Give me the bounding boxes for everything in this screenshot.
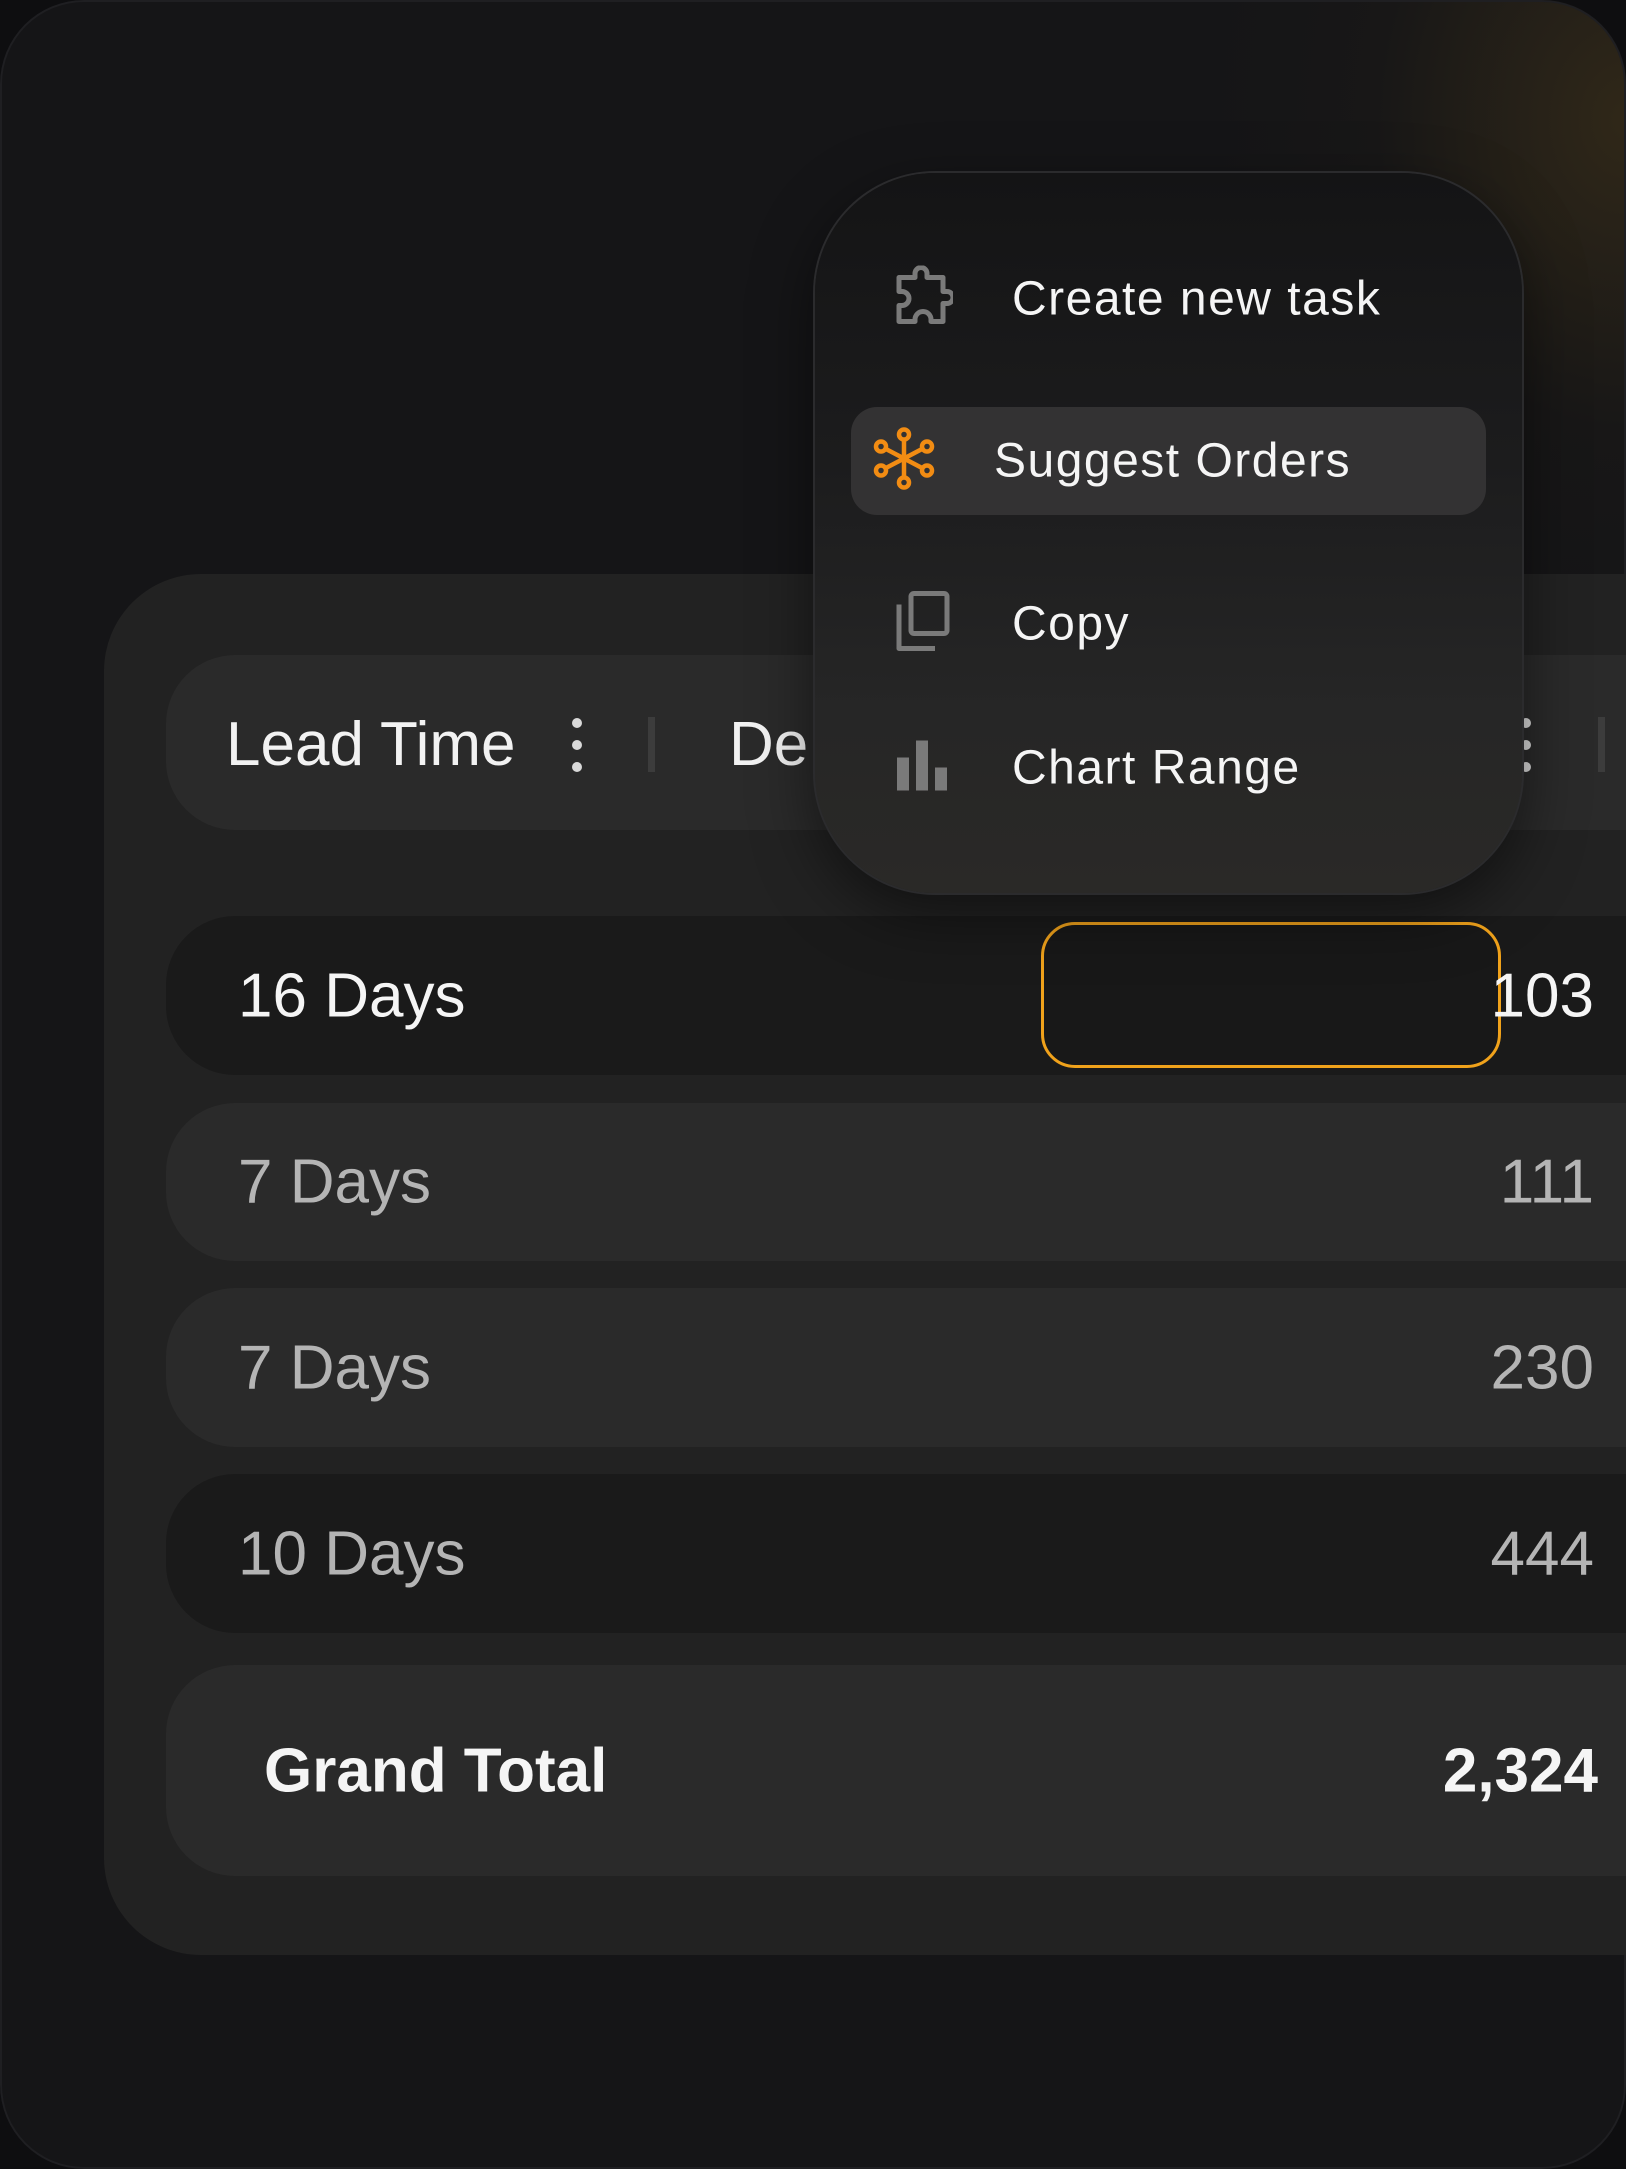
value-cell[interactable]: 111 xyxy=(1499,1147,1594,1217)
menu-item-label: Chart Range xyxy=(1012,741,1301,795)
menu-item-copy[interactable]: Copy xyxy=(815,570,1522,678)
grand-total-label: Grand Total xyxy=(264,1736,608,1805)
menu-item-chart-range[interactable]: Chart Range xyxy=(815,714,1522,822)
lead-time-cell: 10 Days xyxy=(238,1519,466,1588)
column-menu-kebab-icon[interactable] xyxy=(1521,718,1531,772)
context-menu: Create new task Suggest Orders Copy xyxy=(815,173,1522,893)
menu-item-label: Suggest Orders xyxy=(994,434,1352,488)
network-nodes-icon xyxy=(873,427,935,496)
menu-item-label: Copy xyxy=(1012,597,1131,651)
table-row[interactable]: 10 Days 444 xyxy=(166,1474,1626,1633)
lead-time-cell: 7 Days xyxy=(238,1333,431,1402)
lead-time-cell: 7 Days xyxy=(238,1147,431,1217)
value-cell[interactable]: 230 xyxy=(1490,1333,1594,1402)
menu-item-label: Create new task xyxy=(1012,272,1382,326)
column-header-lead-time[interactable]: Lead Time xyxy=(226,710,516,779)
selected-cell[interactable] xyxy=(1041,922,1501,1068)
column-resize-handle[interactable] xyxy=(648,717,655,772)
table-row[interactable]: 7 Days 230 xyxy=(166,1288,1626,1447)
bar-chart-icon xyxy=(897,740,949,796)
column-menu-kebab-icon[interactable] xyxy=(572,718,582,772)
lead-time-cell: 16 Days xyxy=(238,961,466,1030)
copy-icon xyxy=(895,591,951,658)
table-row[interactable]: 7 Days 111 xyxy=(166,1103,1626,1261)
menu-item-create-new-task[interactable]: Create new task xyxy=(815,245,1522,353)
puzzle-icon xyxy=(893,265,956,333)
column-header-demand[interactable]: De xyxy=(729,710,809,779)
grand-total-row: Grand Total 2,324 xyxy=(166,1665,1626,1876)
grand-total-value: 2,324 xyxy=(1442,1736,1598,1805)
column-resize-handle[interactable] xyxy=(1598,717,1605,772)
value-cell[interactable]: 444 xyxy=(1490,1519,1594,1588)
menu-item-suggest-orders[interactable]: Suggest Orders xyxy=(851,407,1486,515)
